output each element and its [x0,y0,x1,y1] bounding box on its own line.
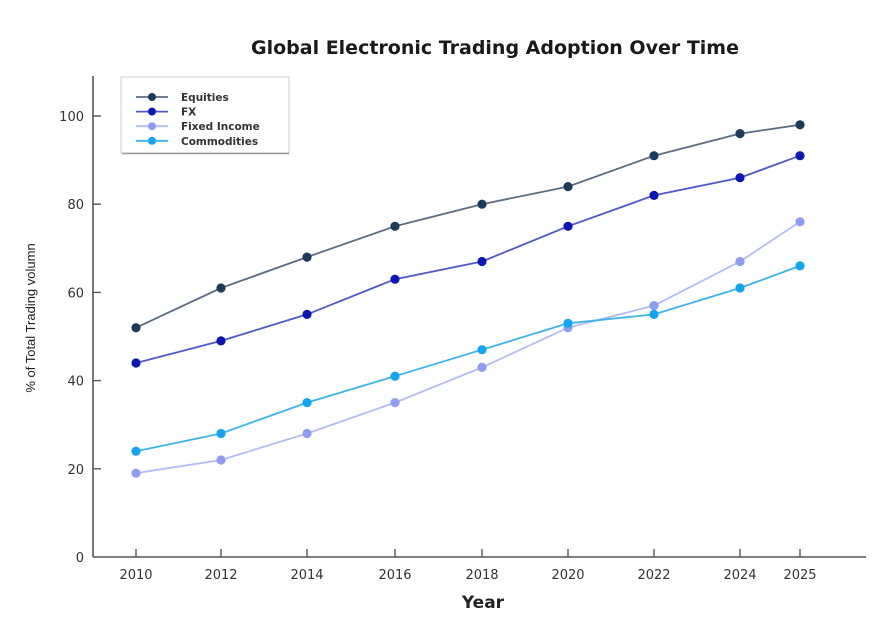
x-tick-label: 2025 [783,568,816,583]
data-point [477,345,487,355]
y-tick-label: 20 [67,463,84,478]
data-point [216,336,226,346]
x-tick-label: 2024 [723,568,756,583]
data-point [390,274,400,284]
legend-marker [148,107,156,116]
data-point [477,256,487,267]
legend: Equities FX Fixed Income Commodities [120,76,290,155]
series-line [135,265,801,453]
x-ticks: 2010 2012 2014 2016 2018 2020 2022 2024 2025 [119,549,817,583]
data-point [302,428,312,439]
x-tick-label: 2010 [119,568,152,583]
legend-marker [148,136,156,145]
x-tick-label: 2018 [465,568,498,583]
y-tick-label: 0 [76,551,84,566]
data-point [302,252,312,262]
series-commodities [131,261,805,456]
legend-label: Equities [181,92,229,104]
legend-marker [148,93,156,101]
x-tick-label: 2012 [204,568,237,583]
data-point [649,190,659,200]
series-layer [131,120,805,478]
data-point [563,318,573,328]
data-point [390,221,400,231]
data-point [131,358,141,368]
data-point [795,151,805,161]
data-point [735,173,745,183]
data-point [302,309,312,319]
data-point [795,217,805,227]
y-tick-label: 80 [67,198,84,213]
data-point [795,120,805,130]
series-line [135,154,801,364]
legend-label: Commodities [181,136,258,148]
data-point [216,428,226,439]
data-point [131,468,141,478]
data-point [131,446,141,456]
chart-title: Global Electronic Trading Adoption Over … [251,37,739,59]
legend-label: FX [181,107,196,119]
y-tick-label: 100 [59,110,84,125]
data-point [131,323,141,333]
data-point [477,362,487,372]
axes [92,76,866,558]
series-fx [131,151,805,368]
y-tick-label: 40 [67,375,84,390]
legend-marker [148,122,156,131]
y-axis-title: % of Total Trading volumn [23,243,38,392]
series-fixed-income [131,217,805,478]
data-point [563,221,573,231]
x-tick-label: 2022 [637,568,670,583]
data-point [563,182,573,192]
series-line [135,221,801,475]
data-point [795,261,805,271]
data-point [649,301,659,311]
x-tick-label: 2014 [290,568,323,583]
x-tick-label: 2020 [551,568,584,583]
data-point [477,199,487,209]
data-point [735,129,745,139]
series-line [135,123,801,329]
data-point [302,398,312,408]
data-point [390,371,400,381]
data-point [216,455,226,465]
data-point [735,283,745,293]
y-tick-label: 60 [67,286,84,301]
y-ticks: 0 20 40 60 80 100 [59,110,101,566]
x-axis-title: Year [461,593,505,613]
legend-label: Fixed Income [181,121,260,133]
series-equities [131,120,805,333]
data-point [390,398,400,408]
x-tick-label: 2016 [378,568,411,583]
data-point [735,256,745,267]
data-point [649,309,659,319]
data-point [649,151,659,161]
data-point [216,283,226,293]
